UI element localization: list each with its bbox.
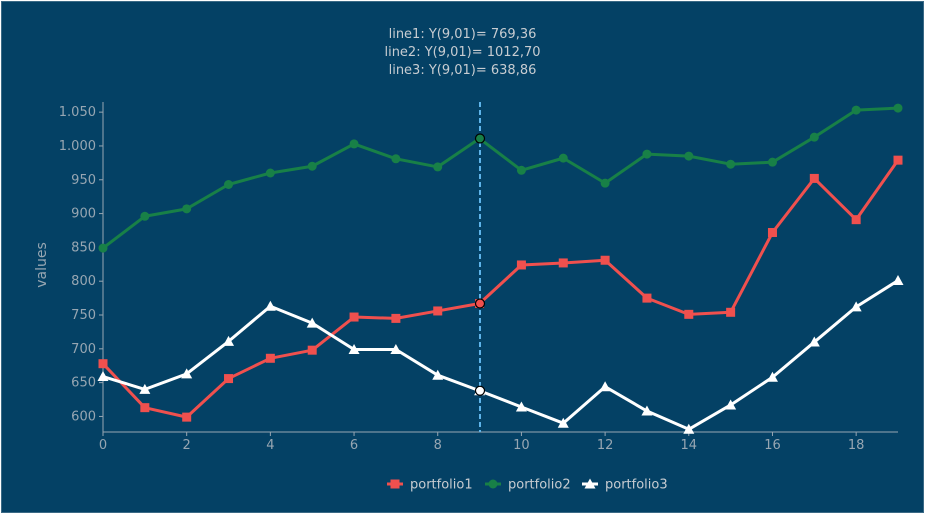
data-point-portfolio1[interactable] <box>516 260 526 270</box>
x-tick-label: 4 <box>266 438 274 453</box>
data-point-portfolio1[interactable] <box>726 307 736 317</box>
data-point-portfolio1[interactable] <box>224 374 234 384</box>
data-point-portfolio1[interactable] <box>349 312 359 322</box>
series-line-portfolio3 <box>102 279 899 431</box>
x-tick-label: 14 <box>681 438 698 453</box>
crosshair-point-portfolio1 <box>474 298 486 309</box>
data-point-portfolio2[interactable] <box>726 159 736 169</box>
data-point-portfolio3[interactable] <box>683 423 695 434</box>
data-point-portfolio2[interactable] <box>224 180 234 189</box>
data-point-portfolio3[interactable] <box>850 301 862 312</box>
data-point-portfolio2[interactable] <box>349 139 359 149</box>
series-line-portfolio2 <box>102 106 899 250</box>
x-tick-label: 12 <box>597 438 614 453</box>
data-point-portfolio3[interactable] <box>97 371 109 382</box>
data-point-portfolio2[interactable] <box>642 149 652 159</box>
data-point-portfolio2[interactable] <box>600 178 610 188</box>
data-point-portfolio1[interactable] <box>433 306 443 316</box>
x-tick-label: 18 <box>848 438 865 453</box>
data-point-portfolio3[interactable] <box>139 383 151 394</box>
x-tick-label: 0 <box>99 438 107 453</box>
data-point-portfolio1[interactable] <box>558 258 568 268</box>
data-point-portfolio3[interactable] <box>599 381 611 392</box>
legend-marker-portfolio1[interactable] <box>390 479 400 489</box>
data-point-portfolio2[interactable] <box>140 211 150 221</box>
data-point-portfolio1[interactable] <box>642 293 652 303</box>
data-point-portfolio1[interactable] <box>182 412 192 422</box>
data-point-portfolio3[interactable] <box>892 275 904 286</box>
legend-marker-portfolio2[interactable] <box>488 479 498 489</box>
data-point-portfolio2[interactable] <box>265 168 275 178</box>
data-point-portfolio1[interactable] <box>893 155 903 165</box>
y-tick-label: 850 <box>71 240 96 255</box>
data-point-portfolio3[interactable] <box>725 399 737 410</box>
y-tick-label: 1.000 <box>59 139 96 154</box>
data-point-portfolio1[interactable] <box>684 309 694 319</box>
data-point-portfolio2[interactable] <box>516 165 526 175</box>
y-tick-label: 1.050 <box>59 105 96 120</box>
data-point-portfolio2[interactable] <box>893 103 903 113</box>
y-tick-label: 750 <box>71 308 96 323</box>
data-point-portfolio1[interactable] <box>600 255 610 265</box>
data-point-portfolio3[interactable] <box>223 335 235 346</box>
legend-label-portfolio3[interactable]: portfolio3 <box>605 478 668 493</box>
data-point-portfolio3[interactable] <box>264 300 276 311</box>
data-point-portfolio2[interactable] <box>684 151 694 161</box>
y-tick-label: 700 <box>71 342 96 357</box>
data-point-portfolio1[interactable] <box>307 345 317 355</box>
data-point-portfolio2[interactable] <box>851 105 861 115</box>
data-point-portfolio1[interactable] <box>140 403 150 413</box>
data-point-portfolio3[interactable] <box>808 336 820 347</box>
data-point-portfolio1[interactable] <box>98 359 108 369</box>
data-point-portfolio3[interactable] <box>432 369 444 380</box>
legend-marker-portfolio3[interactable] <box>584 478 596 489</box>
data-point-portfolio2[interactable] <box>307 161 317 171</box>
x-tick-label: 8 <box>434 438 442 453</box>
y-axis-title: values <box>34 242 50 288</box>
tooltip-line-3: line3: Y(9,01)= 638,86 <box>388 63 537 78</box>
x-tick-label: 6 <box>350 438 358 453</box>
data-point-portfolio1[interactable] <box>767 228 777 238</box>
data-point-portfolio2[interactable] <box>182 204 192 214</box>
data-point-portfolio2[interactable] <box>98 243 108 253</box>
data-point-portfolio3[interactable] <box>390 344 402 354</box>
y-tick-label: 800 <box>71 274 96 289</box>
legend-label-portfolio1[interactable]: portfolio1 <box>410 478 473 493</box>
y-tick-label: 650 <box>71 376 96 391</box>
data-point-portfolio1[interactable] <box>265 353 275 363</box>
crosshair-point-portfolio2 <box>474 133 486 144</box>
data-point-portfolio2[interactable] <box>558 153 568 163</box>
crosshair-tooltip: line1: Y(9,01)= 769,36 line2: Y(9,01)= 1… <box>2 26 923 80</box>
x-tick-label: 10 <box>513 438 530 453</box>
data-point-portfolio2[interactable] <box>391 154 401 164</box>
tooltip-line-1: line1: Y(9,01)= 769,36 <box>388 27 537 42</box>
data-point-portfolio3[interactable] <box>766 371 778 382</box>
x-tick-label: 16 <box>764 438 781 453</box>
data-point-portfolio3[interactable] <box>306 317 318 328</box>
y-tick-label: 600 <box>71 409 96 424</box>
data-point-portfolio3[interactable] <box>181 368 193 379</box>
data-point-portfolio3[interactable] <box>557 417 569 428</box>
y-tick-label: 950 <box>71 173 96 188</box>
data-point-portfolio1[interactable] <box>809 173 819 183</box>
data-point-portfolio3[interactable] <box>515 401 527 412</box>
data-point-portfolio3[interactable] <box>641 405 653 416</box>
data-point-portfolio2[interactable] <box>809 132 819 142</box>
data-point-portfolio2[interactable] <box>433 162 443 172</box>
tooltip-line-2: line2: Y(9,01)= 1012,70 <box>384 45 541 60</box>
y-tick-label: 900 <box>71 207 96 222</box>
data-point-portfolio2[interactable] <box>767 157 777 167</box>
series-line-portfolio1 <box>101 159 900 419</box>
x-tick-label: 2 <box>183 438 191 453</box>
data-point-portfolio3[interactable] <box>348 344 360 354</box>
data-point-portfolio1[interactable] <box>391 313 401 323</box>
legend-label-portfolio2[interactable]: portfolio2 <box>508 478 571 493</box>
crosshair-point-portfolio3 <box>474 385 486 396</box>
data-point-portfolio1[interactable] <box>851 215 861 225</box>
